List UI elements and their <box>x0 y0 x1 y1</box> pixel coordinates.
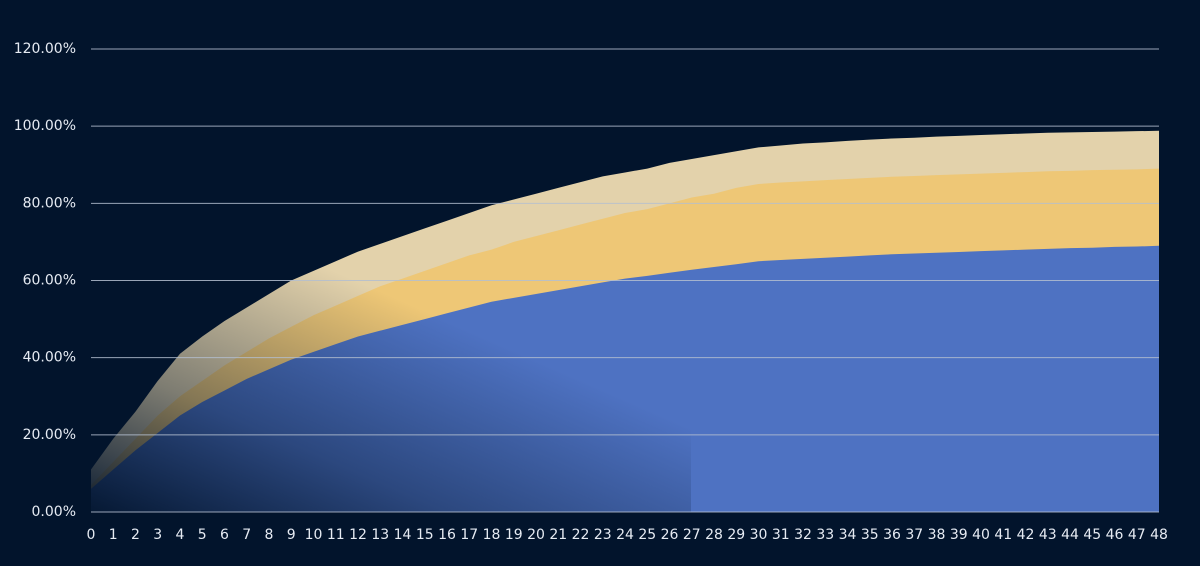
x-tick-label: 39 <box>950 527 968 543</box>
y-tick-label: 120.00% <box>14 41 76 57</box>
x-tick-label: 37 <box>905 527 923 543</box>
x-tick-label: 25 <box>638 527 656 543</box>
x-tick-label: 35 <box>861 527 879 543</box>
x-tick-label: 34 <box>839 527 857 543</box>
y-tick-label: 60.00% <box>23 273 76 289</box>
x-tick-label: 6 <box>220 527 229 543</box>
x-tick-label: 48 <box>1150 527 1168 543</box>
x-tick-label: 18 <box>483 527 501 543</box>
x-tick-label: 14 <box>394 527 412 543</box>
x-tick-label: 8 <box>265 527 274 543</box>
x-tick-label: 41 <box>994 527 1012 543</box>
x-tick-label: 40 <box>972 527 990 543</box>
x-tick-label: 16 <box>438 527 456 543</box>
x-tick-label: 27 <box>683 527 701 543</box>
x-tick-label: 44 <box>1061 527 1079 543</box>
x-tick-label: 1 <box>109 527 118 543</box>
y-tick-label: 100.00% <box>14 118 76 134</box>
x-tick-label: 45 <box>1083 527 1101 543</box>
x-tick-label: 31 <box>772 527 790 543</box>
x-tick-label: 3 <box>153 527 162 543</box>
x-tick-label: 15 <box>416 527 434 543</box>
x-tick-label: 26 <box>661 527 679 543</box>
x-tick-label: 47 <box>1128 527 1146 543</box>
shade-overlay <box>91 200 691 512</box>
x-tick-label: 19 <box>505 527 523 543</box>
x-tick-label: 9 <box>287 527 296 543</box>
x-tick-label: 7 <box>242 527 251 543</box>
x-tick-label: 30 <box>750 527 768 543</box>
x-tick-label: 33 <box>816 527 834 543</box>
x-tick-label: 11 <box>327 527 345 543</box>
x-tick-label: 21 <box>549 527 567 543</box>
x-tick-label: 17 <box>460 527 478 543</box>
y-tick-label: 0.00% <box>32 504 76 520</box>
x-tick-label: 46 <box>1106 527 1124 543</box>
x-tick-label: 4 <box>176 527 185 543</box>
x-tick-label: 43 <box>1039 527 1057 543</box>
x-tick-label: 20 <box>527 527 545 543</box>
x-tick-label: 24 <box>616 527 634 543</box>
x-tick-label: 5 <box>198 527 207 543</box>
x-tick-label: 42 <box>1017 527 1035 543</box>
x-tick-label: 23 <box>594 527 612 543</box>
y-tick-label: 20.00% <box>23 427 76 443</box>
x-tick-label: 38 <box>928 527 946 543</box>
x-tick-label: 29 <box>727 527 745 543</box>
x-tick-label: 0 <box>87 527 96 543</box>
x-tick-label: 13 <box>371 527 389 543</box>
x-tick-label: 10 <box>305 527 323 543</box>
y-tick-label: 40.00% <box>23 350 76 366</box>
x-tick-label: 12 <box>349 527 367 543</box>
x-tick-label: 2 <box>131 527 140 543</box>
x-tick-label: 22 <box>572 527 590 543</box>
x-tick-label: 28 <box>705 527 723 543</box>
y-tick-label: 80.00% <box>23 195 76 211</box>
x-tick-label: 32 <box>794 527 812 543</box>
x-tick-label: 36 <box>883 527 901 543</box>
